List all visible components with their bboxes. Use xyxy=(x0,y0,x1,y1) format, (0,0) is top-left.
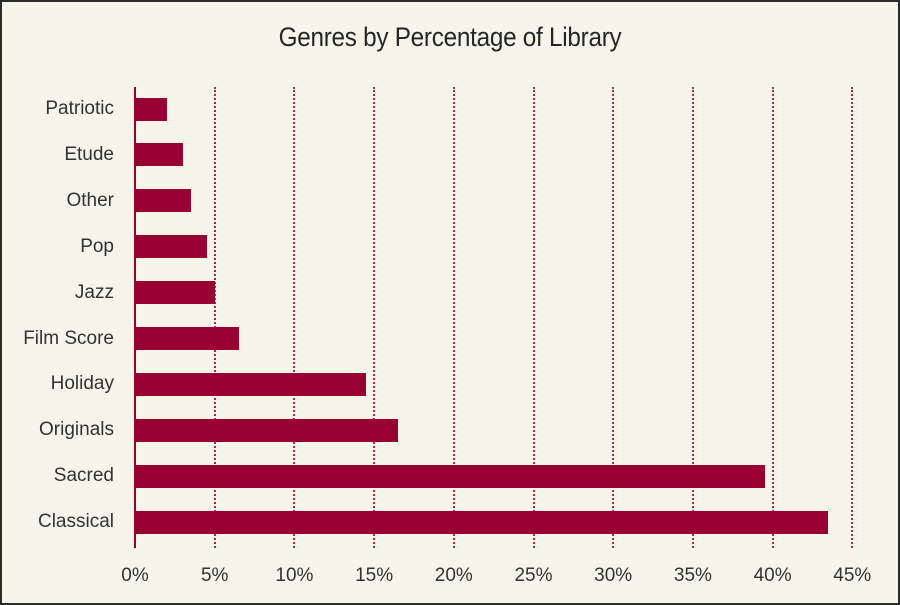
gridline xyxy=(293,87,296,548)
x-tick-label: 35% xyxy=(673,565,712,586)
y-category-label: Other xyxy=(66,189,114,211)
chart-title: Genres by Percentage of Library xyxy=(278,22,622,52)
gridline xyxy=(213,87,216,548)
gridline xyxy=(452,87,455,548)
x-tick-label: 5% xyxy=(200,565,229,586)
bar-sacred xyxy=(135,464,765,488)
bar-etude xyxy=(135,143,183,167)
gridline xyxy=(771,87,774,548)
bar-other xyxy=(135,189,191,213)
y-category-label: Film Score xyxy=(23,327,114,349)
bar-originals xyxy=(135,418,398,442)
x-tick-label: 0% xyxy=(121,565,149,586)
y-axis-line xyxy=(134,87,136,548)
y-category-label: Pop xyxy=(80,235,114,257)
x-tick-label: 30% xyxy=(594,565,633,586)
gridline xyxy=(851,87,854,548)
y-category-label: Sacred xyxy=(53,465,114,487)
x-tick-label: 20% xyxy=(434,565,473,586)
y-category-label: Originals xyxy=(39,419,114,441)
x-tick-label: 10% xyxy=(275,565,314,586)
bar-film-score xyxy=(135,327,239,350)
bar-patriotic xyxy=(135,97,167,121)
bar-jazz xyxy=(135,281,215,305)
y-category-label: Patriotic xyxy=(45,98,114,119)
y-category-label: Classical xyxy=(37,511,114,533)
bar-holiday xyxy=(135,372,367,396)
y-category-label: Etude xyxy=(64,143,114,165)
gridline xyxy=(691,87,694,548)
bar-classical xyxy=(135,510,829,534)
x-tick-label: 25% xyxy=(514,565,553,586)
y-category-label: Jazz xyxy=(74,281,114,303)
x-tick-label: 40% xyxy=(753,565,792,586)
bar-pop xyxy=(135,235,207,259)
gridline xyxy=(373,87,376,548)
gridline xyxy=(532,87,535,548)
x-tick-label: 15% xyxy=(355,565,394,586)
x-tick-label: 45% xyxy=(833,565,872,586)
gridline xyxy=(612,87,615,548)
y-category-label: Holiday xyxy=(50,373,114,395)
